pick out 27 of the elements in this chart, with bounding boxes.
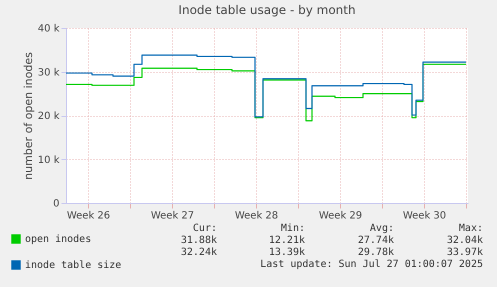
text: 33.97k (446, 247, 483, 258)
chart-title: Inode table usage - by month (178, 3, 356, 17)
text: 13.39k (268, 247, 305, 258)
y-tick-label: 20 k (38, 111, 60, 122)
legend-label: open inodes (25, 234, 92, 245)
text: 32.24k (180, 247, 217, 258)
text: Max: (458, 223, 483, 234)
y-tick-label: 30 k (38, 67, 60, 78)
text: 27.74k (358, 235, 394, 246)
text: 12.21k (268, 235, 305, 246)
y-axis-title: number of open inodes (22, 52, 35, 180)
legend-label: inode table size (25, 260, 122, 271)
text: Avg: (370, 223, 394, 234)
text: 31.88k (180, 235, 217, 246)
y-tick-label: 0 (53, 198, 60, 210)
text: Min: (280, 223, 305, 234)
x-tick-label: Week 30 (402, 210, 446, 222)
x-tick-label: Week 29 (318, 210, 362, 222)
text: Last update: Sun Jul 27 01:00:07 2025 (260, 259, 483, 270)
text: 29.78k (358, 247, 394, 258)
x-tick-label: Week 27 (150, 210, 194, 222)
text: 32.04k (446, 235, 483, 246)
x-tick-label: Week 26 (66, 210, 110, 222)
text: Cur: (192, 223, 217, 234)
y-tick-label: 10 k (38, 154, 60, 166)
x-tick-label: Week 28 (234, 210, 278, 222)
y-tick-label: 40 k (38, 24, 60, 34)
